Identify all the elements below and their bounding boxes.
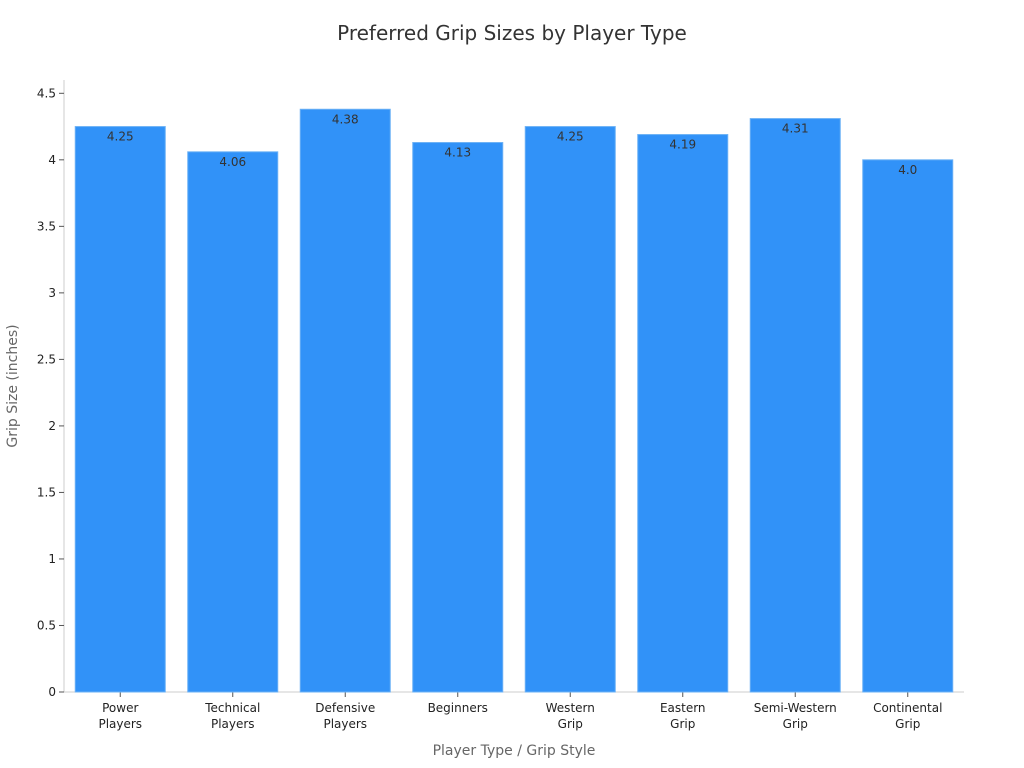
data-label: 4.38 <box>332 112 359 126</box>
x-tick-label: Defensive Players <box>315 701 375 731</box>
data-label: 4.19 <box>669 138 696 152</box>
y-tick-label: 0.5 <box>37 618 56 632</box>
y-tick-label: 4.5 <box>37 86 56 100</box>
bar <box>187 151 279 693</box>
y-tick-label: 3 <box>48 286 56 300</box>
y-tick-label: 1.5 <box>37 485 56 499</box>
x-axis: Power Players Technical Players Defensive Pla… <box>64 691 964 731</box>
data-label: 4.25 <box>557 130 584 144</box>
bars-group <box>74 108 954 693</box>
data-label: 4.06 <box>219 155 246 169</box>
data-label: 4.0 <box>898 163 917 177</box>
bar <box>749 118 841 693</box>
bar <box>524 126 616 693</box>
y-tick-label: 4 <box>48 153 56 167</box>
data-label: 4.25 <box>107 130 134 144</box>
y-tick-label: 2.5 <box>37 352 56 366</box>
x-tick-label: Semi-Western Grip <box>754 701 837 731</box>
chart-title: Preferred Grip Sizes by Player Type <box>337 21 687 45</box>
bar <box>637 134 729 693</box>
y-tick-label: 3.5 <box>37 219 56 233</box>
bar <box>862 159 954 693</box>
bar <box>299 108 391 693</box>
data-labels-group: 4.25 4.06 4.38 4.13 4.25 4.19 4.31 4.0 <box>107 112 917 177</box>
x-axis-label: Player Type / Grip Style <box>433 743 596 759</box>
y-tick-label: 1 <box>48 552 56 566</box>
y-tick-label: 0 <box>48 685 56 699</box>
y-tick-label: 2 <box>48 419 56 433</box>
data-label: 4.13 <box>444 146 471 160</box>
x-tick-label: Beginners <box>428 701 488 715</box>
y-axis-label: Grip Size (inches) <box>5 324 21 447</box>
bar <box>412 142 504 693</box>
x-tick-label: Eastern Grip <box>660 701 706 731</box>
x-tick-label: Continental Grip <box>873 701 942 731</box>
bar <box>74 126 166 693</box>
data-label: 4.31 <box>782 122 809 136</box>
x-tick-label: Western Grip <box>546 701 595 731</box>
x-tick-label: Power Players <box>98 701 142 731</box>
x-tick-label: Technical Players <box>204 701 260 731</box>
y-axis: 0 0.5 1 1.5 2 2.5 3 3.5 4 4.5 <box>37 80 65 699</box>
